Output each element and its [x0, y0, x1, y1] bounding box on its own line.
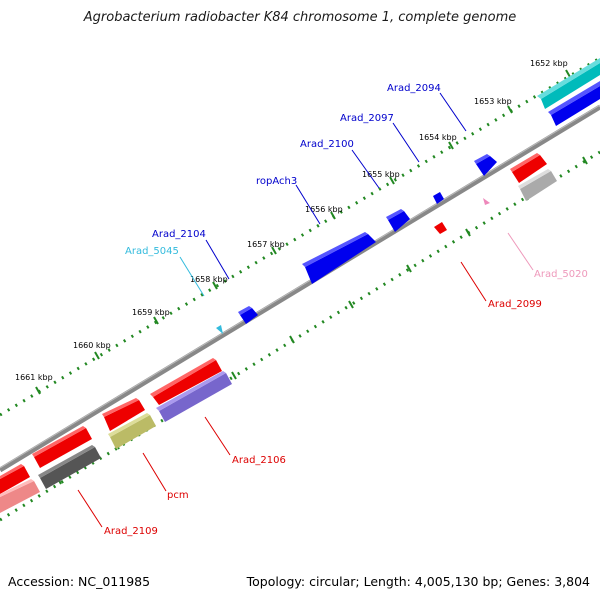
gene-feature: [537, 58, 600, 109]
gene-label: Arad_2094: [387, 83, 441, 94]
gene-label: Arad_2104: [152, 229, 206, 240]
gene-feature: [510, 153, 547, 183]
page-title: Agrobacterium radiobacter K84 chromosome…: [83, 10, 517, 25]
gene-feature: [38, 445, 101, 489]
gene-feature: [386, 209, 410, 232]
gene-feature: [434, 222, 447, 234]
tick-mark: [507, 105, 513, 114]
tick-mark: [406, 264, 412, 273]
gene-feature: [302, 232, 376, 284]
tick-mark: [389, 176, 395, 185]
gene-feature: [548, 81, 600, 126]
leader-line: [507, 232, 534, 271]
backbone-line: [0, 104, 600, 473]
gene-label: Arad_5020: [534, 269, 588, 280]
tick-mark: [212, 281, 218, 290]
tick-mark: [94, 351, 100, 360]
tick-label: 1658 kbp: [190, 275, 228, 284]
gene-feature: [102, 398, 145, 431]
leader-lines: [77, 92, 534, 528]
accession-text: Accession: NC_011985: [8, 574, 151, 589]
leader-line: [295, 184, 321, 225]
gene-feature: [156, 371, 232, 422]
leader-line: [205, 239, 230, 280]
gene-label: Arad_2099: [488, 299, 542, 310]
tick-label: 1654 kbp: [419, 133, 457, 142]
tick-mark: [231, 371, 237, 380]
leader-line: [77, 489, 103, 528]
gene-label: Arad_5045: [125, 246, 179, 257]
leader-line: [204, 416, 231, 456]
leader-line: [392, 122, 420, 163]
leader-line: [351, 149, 380, 189]
topology-summary-text: Topology: circular; Length: 4,005,130 bp…: [246, 574, 590, 589]
tick-mark: [153, 316, 159, 325]
tick-mark: [348, 300, 354, 309]
gene-label: ropAch3: [256, 176, 297, 187]
tick-mark: [465, 228, 471, 237]
tick-mark: [582, 156, 588, 165]
gene-feature: [32, 426, 92, 468]
inner-tick-ring: [0, 150, 600, 522]
gene-feature: [216, 325, 223, 334]
gene-feature: [0, 479, 40, 513]
gene-feature: [433, 192, 444, 204]
gene-labels: Arad_2094 Arad_2097 Arad_2100 ropAch3 Ar…: [104, 83, 588, 537]
gene-feature: [0, 464, 30, 494]
gene-feature: [483, 198, 490, 205]
backbone: [0, 104, 600, 473]
tick-label: 1660 kbp: [73, 341, 111, 350]
major-ticks-outer: [35, 69, 571, 395]
leader-line: [179, 256, 205, 297]
gene-feature: [474, 154, 497, 176]
gene-feature: [150, 358, 222, 405]
leader-line: [460, 261, 487, 302]
gene-label: pcm: [167, 490, 189, 501]
leader-line: [439, 92, 467, 132]
gene-label: Arad_2109: [104, 526, 158, 537]
tick-label: 1659 kbp: [132, 308, 170, 317]
forward-features: [216, 58, 600, 334]
tick-mark: [448, 141, 454, 150]
leader-line: [142, 452, 167, 492]
tick-label: 1655 kbp: [362, 170, 400, 179]
backbone-highlight: [0, 104, 600, 469]
tick-mark: [565, 69, 571, 78]
tick-label: 1652 kbp: [530, 59, 568, 68]
gene-label: Arad_2100: [300, 139, 354, 150]
tick-label: 1661 kbp: [15, 373, 53, 382]
tick-label: 1656 kbp: [305, 205, 343, 214]
gene-label: Arad_2106: [232, 455, 286, 466]
tick-mark: [330, 211, 336, 220]
tick-mark: [289, 335, 295, 344]
gene-feature: [238, 306, 258, 324]
tick-label: 1657 kbp: [247, 240, 285, 249]
tick-label: 1653 kbp: [474, 97, 512, 106]
tick-labels: 1652 kbp 1653 kbp 1654 kbp 1655 kbp 1656…: [15, 59, 568, 382]
gene-feature: [518, 169, 557, 201]
tick-mark: [35, 386, 41, 395]
reverse-features: [0, 153, 557, 513]
inner-dotted-track: [0, 150, 600, 522]
gene-feature: [108, 413, 156, 449]
tick-mark: [271, 246, 277, 255]
gene-label: Arad_2097: [340, 113, 394, 124]
